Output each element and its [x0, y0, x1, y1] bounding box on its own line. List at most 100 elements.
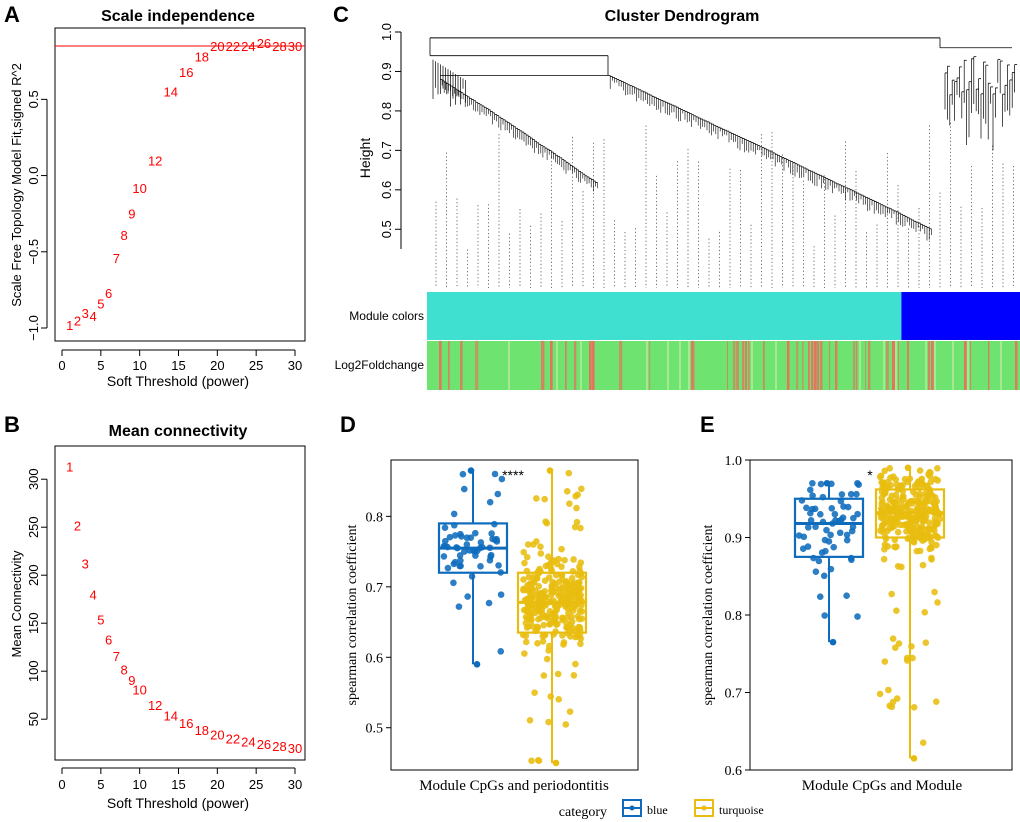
- data-point: [578, 485, 585, 493]
- data-point: [572, 660, 579, 668]
- data-point: [934, 477, 942, 484]
- data-point: [880, 490, 888, 498]
- data-point: [836, 529, 844, 537]
- y-tick-label: 0.7: [725, 687, 743, 702]
- data-point: [573, 504, 580, 512]
- panel-a-point-label: 24: [241, 39, 255, 54]
- data-point: [552, 588, 560, 596]
- log2fc-stripe: [931, 341, 934, 390]
- data-point: [545, 574, 553, 581]
- data-point: [471, 529, 479, 537]
- data-point: [830, 543, 838, 551]
- data-point: [922, 498, 930, 506]
- panel-c: C Cluster Dendrogram Height 0.5 0.6 0.7 0.8…: [333, 2, 1020, 390]
- panel-a-point-label: 14: [163, 85, 177, 100]
- log2fc-stripe: [895, 341, 897, 390]
- data-point: [843, 531, 851, 539]
- log2fc-stripe: [745, 341, 747, 390]
- log2fc-stripe: [508, 341, 510, 390]
- data-point: [853, 490, 860, 498]
- data-point: [554, 670, 562, 678]
- data-point: [918, 529, 926, 537]
- data-point: [934, 599, 941, 606]
- data-point: [562, 580, 569, 588]
- data-point: [560, 639, 568, 646]
- data-point: [533, 605, 540, 613]
- legend-label-blue: blue: [647, 803, 668, 817]
- data-point: [522, 619, 530, 627]
- log2fc-stripe: [835, 341, 838, 390]
- data-point: [916, 493, 924, 501]
- data-point: [848, 556, 855, 564]
- data-point: [890, 504, 898, 511]
- data-point: [896, 513, 903, 520]
- data-point: [893, 481, 901, 489]
- data-point: [440, 553, 448, 560]
- data-point: [809, 479, 816, 487]
- data-point: [562, 721, 570, 728]
- data-point: [888, 703, 896, 711]
- data-point-min: [910, 755, 918, 762]
- panel-d: D Module CpGs and periodontitis spearman…: [340, 412, 639, 794]
- log2fc-stripe: [688, 341, 690, 390]
- data-point: [541, 495, 548, 503]
- data-point: [537, 543, 544, 551]
- panel-c-y-tick-label: 1.0: [379, 23, 394, 41]
- data-point: [928, 538, 935, 546]
- panel-c-ylabel: Height: [357, 138, 373, 179]
- panel-a-point-label: 3: [82, 306, 89, 321]
- data-point: [919, 739, 927, 746]
- panel-a-x-ticks: 0 5 10 15 20 25 30: [58, 349, 302, 373]
- log2fc-stripe: [646, 341, 648, 390]
- data-point: [534, 640, 541, 647]
- data-point: [540, 672, 548, 679]
- panel-c-dendrogram: [429, 37, 1018, 288]
- data-point: [537, 550, 545, 557]
- data-point: [497, 591, 505, 598]
- data-point: [847, 490, 855, 498]
- y-tick-label: 0.5: [366, 722, 384, 737]
- log2fc-stripe: [859, 341, 861, 390]
- legend-swatch-turquoise-dot: [701, 805, 707, 811]
- panel-a-y-ticks: −1.0 −0.5 0.0 0.5: [26, 90, 48, 341]
- data-point-min: [473, 661, 481, 668]
- panel-b-point-label: 8: [121, 662, 128, 677]
- data-point: [559, 632, 566, 639]
- panel-c-y-tick-label: 0.7: [379, 141, 394, 159]
- data-point: [894, 562, 902, 570]
- legend-title: category: [559, 805, 607, 820]
- panel-a-y-tick-label: 0.0: [26, 167, 41, 185]
- data-point: [485, 599, 493, 607]
- panel-b-y-tick-label: 100: [26, 660, 41, 682]
- panel-b-y-tick-label: 150: [26, 612, 41, 634]
- data-point: [561, 556, 568, 564]
- data-point: [535, 582, 543, 590]
- panel-a-point-label: 20: [210, 39, 224, 54]
- data-point: [900, 495, 907, 503]
- data-point: [555, 696, 563, 703]
- panel-a-ylabel: Scale Free Topology Model Fit,signed R^2: [9, 63, 24, 307]
- log2fc-stripe: [883, 341, 885, 390]
- data-point: [577, 559, 585, 566]
- data-point: [903, 657, 911, 664]
- data-point: [567, 633, 574, 640]
- data-point: [569, 580, 576, 587]
- panel-b-y-tick-label: 200: [26, 564, 41, 586]
- data-point: [575, 615, 583, 623]
- panel-c-y-tick-label: 0.5: [379, 220, 394, 238]
- data-point: [855, 481, 862, 488]
- log2fc-stripe: [967, 341, 969, 390]
- panel-a-y-tick-label: 0.5: [26, 90, 41, 108]
- panel-b-point-label: 5: [97, 612, 104, 627]
- data-point: [450, 510, 458, 518]
- panel-c-y-tick-label: 0.8: [379, 102, 394, 120]
- y-tick-label: 0.9: [725, 532, 743, 547]
- log2fc-stripe: [892, 341, 895, 390]
- panel-b-point-label: 10: [132, 682, 146, 697]
- data-point: [928, 525, 936, 533]
- panel-b-point-label: 1: [66, 460, 73, 475]
- panel-b-point-label: 28: [272, 739, 286, 754]
- data-point: [528, 757, 535, 765]
- data-point: [828, 505, 836, 512]
- data-point: [530, 579, 538, 586]
